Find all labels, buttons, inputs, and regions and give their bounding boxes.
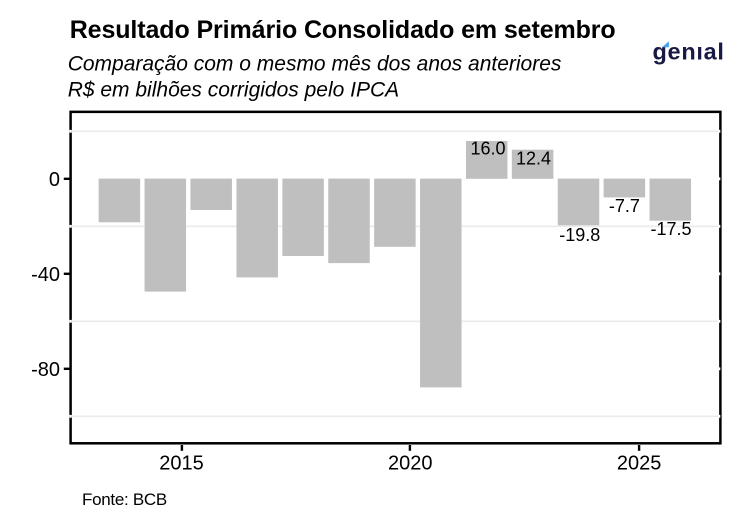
svg-text:-80: -80 [31,359,60,381]
svg-text:-7.7: -7.7 [609,196,640,216]
svg-text:2015: 2015 [159,453,204,475]
svg-text:-40: -40 [31,264,60,286]
svg-text:-19.8: -19.8 [559,225,600,245]
svg-text:Resultado Primário Consolidado: Resultado Primário Consolidado em setemb… [70,16,616,44]
svg-text:12.4: 12.4 [516,148,551,168]
svg-text:Comparação com o mesmo mês dos: Comparação com o mesmo mês dos anos ante… [68,53,562,76]
svg-text:R$ em bilhões corrigidos pelo: R$ em bilhões corrigidos pelo IPCA [68,78,400,101]
svg-text:2020: 2020 [388,453,433,475]
svg-text:16.0: 16.0 [470,139,505,159]
svg-text:-17.5: -17.5 [650,219,691,239]
svg-text:0: 0 [49,169,60,191]
svg-text:Fonte: BCB: Fonte: BCB [82,490,167,509]
svg-text:2025: 2025 [617,453,662,475]
svg-text:genıal: genıal [653,39,725,65]
